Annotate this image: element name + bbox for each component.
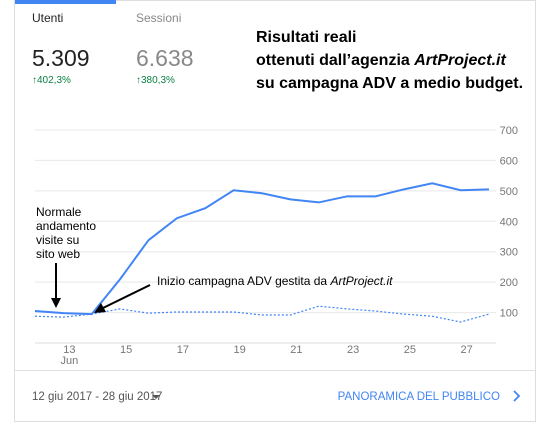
arrow [102,284,151,309]
tab-change: ↑402,3% [32,75,71,86]
tab-value: 5.309 [32,45,90,71]
x-tick-label: 13 [63,344,75,356]
x-tick-label: 23 [347,344,359,356]
y-tick-label: 400 [500,216,518,228]
annotation: sito web [36,247,80,261]
x-tick-label: 17 [177,344,189,356]
headline-brand: ArtProject.it [413,52,506,69]
y-tick-label: 600 [500,155,518,167]
x-tick-label: 27 [461,344,473,356]
annotation-text: Inizio campagna ADV gestita da [157,274,330,288]
y-tick-label: 500 [500,186,518,198]
x-tick-sublabel: Jun [61,355,79,367]
dropdown-caret[interactable] [152,395,160,399]
headline: Risultati reali [256,29,356,46]
x-tick-label: 19 [234,344,246,356]
plot: 100 200 300 400 500 600 700 13 15 17 19 21 23 25 27 Jun [34,125,518,367]
arrowhead [51,298,61,308]
x-tick-label: 15 [120,344,132,356]
active-tab-bar [15,0,116,4]
line-series [34,182,490,316]
arrowhead [94,303,106,313]
y-tick-label: 200 [500,277,518,289]
headline: su campagna ADV a medio budget. [256,75,523,92]
line-series [34,305,490,323]
y-tick-label: 100 [500,308,518,320]
tab-change: ↑380,3% [136,75,175,86]
annotation: Normale [36,205,82,219]
tab-label[interactable]: Utenti [32,11,63,25]
x-tick-label: 21 [290,344,302,356]
y-tick-label: 300 [500,247,518,259]
card [14,0,536,422]
tab-label[interactable]: Sessioni [136,11,181,25]
annotation: Inizio campagna ADV gestita da ArtProjec… [157,274,393,288]
headline-text: ottenuti dall’agenzia [256,52,414,69]
annotation: andamento [36,219,96,233]
report-link[interactable]: PANORAMICA DEL PUBBLICO [338,391,500,403]
date-range[interactable]: 12 giu 2017 - 28 giu 2017 [32,391,162,403]
tab-value: 6.638 [136,45,194,71]
x-tick-label: 25 [404,344,416,356]
y-tick-label: 700 [500,125,518,137]
annotation: visite su [36,233,79,247]
headline: ottenuti dall’agenzia ArtProject.it [256,52,506,69]
annotation-brand: ArtProject.it [329,274,393,288]
chevron[interactable] [513,390,521,402]
